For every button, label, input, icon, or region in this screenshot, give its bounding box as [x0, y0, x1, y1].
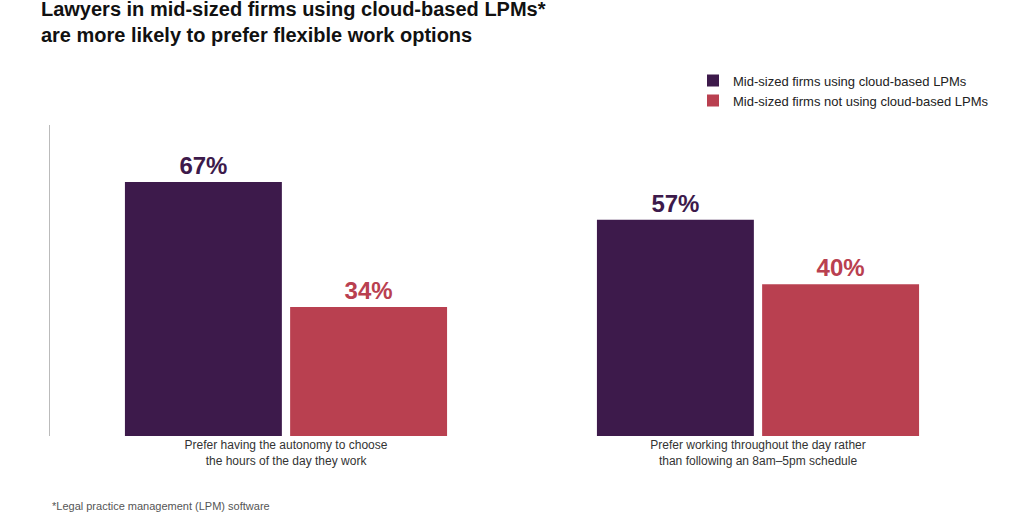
svg-text:Prefer working throughout the: Prefer working throughout the day rather…	[650, 438, 865, 468]
svg-text:67%: 67%	[179, 152, 227, 179]
svg-text:57%: 57%	[651, 190, 699, 217]
svg-text:34%: 34%	[345, 277, 393, 304]
svg-text:40%: 40%	[817, 254, 865, 281]
svg-text:Mid-sized firms using cloud-ba: Mid-sized firms using cloud-based LPMs	[733, 74, 967, 89]
svg-text:Lawyers in mid-sized firms usi: Lawyers in mid-sized firms using cloud-b…	[41, 0, 546, 46]
svg-text:Prefer having the autonomy to: Prefer having the autonomy to choosethe …	[185, 438, 388, 468]
svg-text:Mid-sized firms not using clou: Mid-sized firms not using cloud-based LP…	[733, 94, 989, 109]
svg-text:*Legal practice management (LP: *Legal practice management (LPM) softwar…	[52, 500, 270, 512]
